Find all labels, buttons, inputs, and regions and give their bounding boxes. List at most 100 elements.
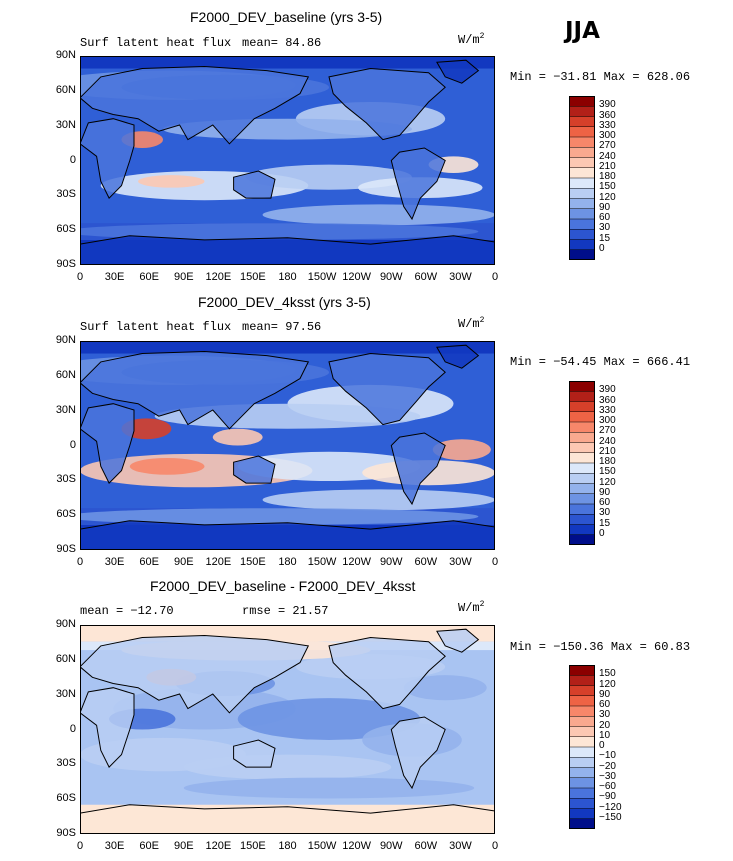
colorbar-swatch	[569, 534, 595, 545]
lon-tick-label: 150W	[307, 271, 337, 283]
colorbar-tick-label: −10	[599, 750, 616, 762]
continent-south-america	[390, 147, 446, 221]
colorbar-swatch	[569, 229, 595, 240]
continent-antarctica	[80, 235, 495, 265]
lat-tick-label: 90N	[55, 334, 76, 346]
colorbar-swatch	[569, 514, 595, 525]
colorbar-swatch	[569, 808, 595, 820]
colorbar-swatch	[569, 188, 595, 199]
colorbar	[569, 381, 595, 545]
colorbar-tick-label: 30	[599, 709, 611, 721]
colorbar-tick-label: 150	[599, 181, 616, 193]
lon-tick-label: 150E	[240, 840, 266, 852]
colorbar-tick-label: 60	[599, 699, 611, 710]
colorbar-swatch	[569, 675, 595, 686]
lon-tick-label: 60W	[414, 271, 438, 283]
colorbar-swatch	[569, 798, 595, 809]
lon-tick-label: 90W	[379, 271, 403, 283]
map-frame	[80, 56, 495, 265]
continent-africa	[80, 118, 135, 199]
colorbar-swatch	[569, 726, 595, 738]
season-label: JJA	[565, 18, 600, 44]
colorbar-tick-label: 10	[599, 729, 611, 741]
colorbar-tick-label: 15	[599, 517, 611, 529]
map-frame	[80, 625, 495, 834]
variable-label: Surf latent heat flux	[80, 320, 232, 334]
colorbar-swatch	[569, 422, 595, 433]
lat-tick-label: 0	[69, 153, 76, 166]
lon-tick-label: 0	[491, 840, 499, 852]
colorbar-swatch	[569, 116, 595, 128]
variable-label: Surf latent heat flux	[80, 36, 232, 50]
colorbar-tick-label: 90	[599, 688, 611, 700]
lon-tick-label: 60W	[414, 556, 438, 568]
colorbar-swatch	[569, 483, 595, 495]
colorbar-tick-label: 360	[599, 109, 616, 121]
colorbar-swatch	[569, 767, 595, 779]
colorbar-tick-label: −120	[599, 801, 622, 813]
lon-tick-label: 120E	[205, 840, 232, 852]
contour-region	[262, 204, 495, 226]
lat-tick-label: 90N	[55, 49, 76, 61]
min-max-label: Min = −150.36 Max = 60.83	[510, 640, 691, 654]
colorbar-swatch	[569, 198, 595, 210]
colorbar-swatch	[569, 736, 595, 748]
min-max-label: Min = −54.45 Max = 666.41	[510, 355, 691, 369]
colorbar-swatch	[569, 432, 595, 443]
colorbar-swatch	[569, 106, 595, 117]
lon-tick-label: 150E	[240, 271, 266, 283]
colorbar-swatch	[569, 695, 595, 707]
colorbar-tick-label: 270	[599, 140, 616, 152]
contour-region	[129, 458, 205, 475]
colorbar-tick-label: 390	[599, 99, 616, 111]
map-frame	[80, 341, 495, 550]
colorbar-swatch	[569, 381, 595, 392]
continent-south-america	[390, 432, 446, 506]
colorbar-swatch	[569, 442, 595, 454]
lat-tick-label: 90S	[56, 258, 76, 270]
contour-region	[212, 428, 263, 446]
lat-tick-label: 30S	[56, 473, 76, 486]
lon-tick-label: 0	[76, 556, 84, 568]
colorbar-tick-label: −30	[599, 770, 616, 782]
lat-tick-label: 90S	[56, 543, 76, 555]
lon-tick-label: 60E	[139, 840, 159, 852]
contour-region	[183, 777, 475, 799]
colorbar-tick-label: 330	[599, 119, 616, 131]
colorbar-swatch	[569, 788, 595, 799]
lon-tick-label: 0	[76, 840, 84, 852]
colorbar-swatch	[569, 818, 595, 829]
colorbar-tick-label: 300	[599, 415, 616, 426]
lon-tick-label: 30W	[449, 840, 472, 852]
contour-region	[262, 489, 495, 511]
colorbar-swatch	[569, 777, 595, 789]
lat-tick-label: 30S	[56, 188, 76, 201]
continent-south-america	[390, 716, 446, 790]
colorbar-frame	[569, 381, 595, 545]
colorbar	[569, 96, 595, 260]
continent-antarctica	[80, 804, 495, 834]
lon-tick-label: 180	[278, 840, 297, 852]
colorbar-tick-label: 240	[599, 150, 616, 162]
colorbar-tick-label: 210	[599, 445, 616, 457]
map-plot	[80, 625, 495, 834]
lon-tick-label: 120W	[342, 271, 372, 283]
continent-australia	[233, 739, 276, 768]
contour-region	[80, 508, 479, 525]
colorbar-tick-label: −90	[599, 791, 616, 803]
lat-tick-label: 0	[69, 438, 76, 451]
colorbar-swatch	[569, 137, 595, 148]
lat-tick-label: 30S	[56, 757, 76, 770]
mean-label: mean= 84.86	[242, 36, 322, 50]
contour-region	[432, 439, 491, 461]
colorbar-tick-label: 150	[599, 466, 616, 478]
contour-region	[80, 223, 479, 240]
colorbar-tick-label: 240	[599, 435, 616, 447]
continent-greenland	[436, 628, 480, 653]
colorbar-swatch	[569, 208, 595, 220]
colorbar-tick-label: 90	[599, 201, 611, 213]
lon-tick-label: 60E	[139, 271, 159, 283]
lon-tick-label: 30W	[449, 556, 472, 568]
lon-tick-label: 30W	[449, 271, 472, 283]
lon-tick-label: 90E	[173, 556, 194, 568]
